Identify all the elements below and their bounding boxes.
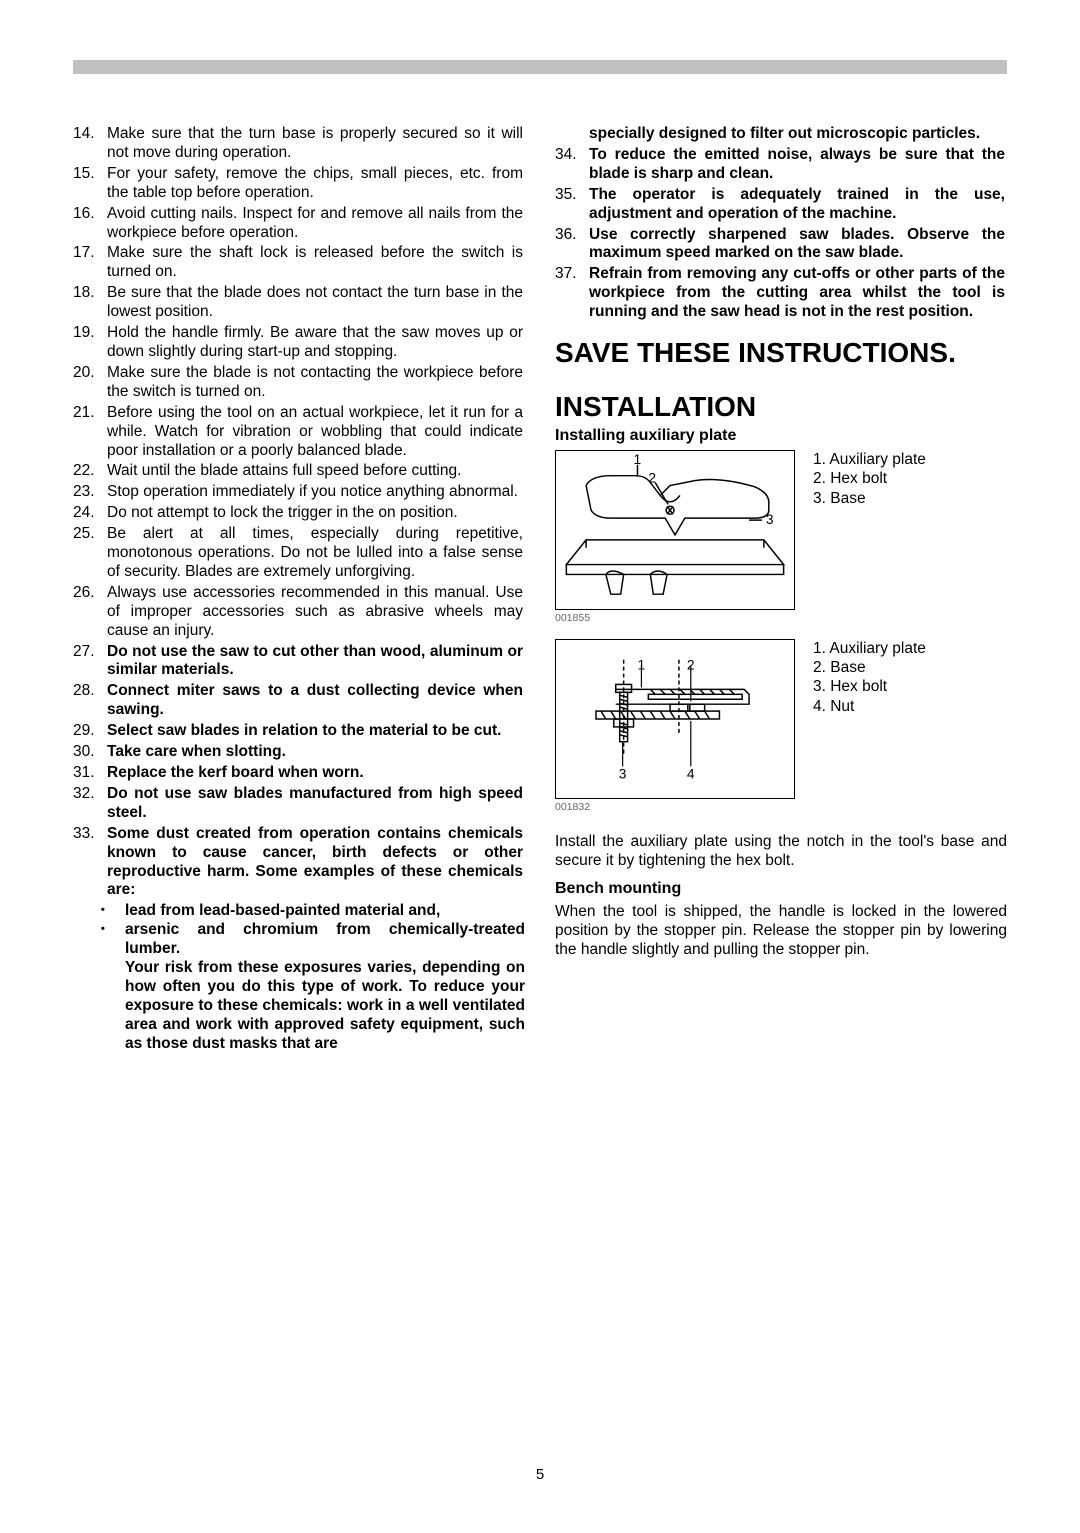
bullet-item: ･lead from lead-based-painted material a…: [99, 902, 525, 921]
save-heading: SAVE THESE INSTRUCTIONS.: [555, 336, 1007, 370]
list-item: 23.Stop operation immediately if you not…: [73, 483, 525, 502]
figure-2-box: 1 2 3 4: [555, 639, 795, 799]
list-item: 17.Make sure the shaft lock is released …: [73, 244, 525, 282]
figure-2-legend: 1. Auxiliary plate2. Base3. Hex bolt4. N…: [813, 639, 926, 717]
install-paragraph: Install the auxiliary plate using the no…: [555, 833, 1007, 871]
installation-heading: INSTALLATION: [555, 390, 1007, 424]
fig1-label-3: 3: [766, 511, 774, 527]
list-item: 24.Do not attempt to lock the trigger in…: [73, 504, 525, 523]
list-item: 30.Take care when slotting.: [73, 743, 525, 762]
fig2-label-4: 4: [687, 765, 695, 781]
chemical-trail: Your risk from these exposures varies, d…: [125, 959, 525, 1054]
figure-1-code: 001855: [555, 612, 795, 625]
legend-item: 2. Base: [813, 658, 926, 677]
list-item: 34.To reduce the emitted noise, always b…: [555, 146, 1007, 184]
list-item: 22.Wait until the blade attains full spe…: [73, 462, 525, 481]
list-item: 36.Use correctly sharpened saw blades. O…: [555, 226, 1007, 264]
list-item: 20.Make sure the blade is not contacting…: [73, 364, 525, 402]
right-column: specially designed to filter out microsc…: [555, 125, 1007, 960]
list-item: 14.Make sure that the turn base is prope…: [73, 125, 525, 163]
list-item: 18.Be sure that the blade does not conta…: [73, 284, 525, 322]
list-item: specially designed to filter out microsc…: [555, 125, 1007, 144]
legend-item: 2. Hex bolt: [813, 469, 926, 488]
list-item: 31.Replace the kerf board when worn.: [73, 764, 525, 783]
bullet-item: ･arsenic and chromium from chemically-tr…: [99, 921, 525, 959]
list-item: 37.Refrain from removing any cut-offs or…: [555, 265, 1007, 322]
figure-2-code: 001832: [555, 801, 795, 814]
legend-item: 1. Auxiliary plate: [813, 450, 926, 469]
chemical-trail-wrapper: Your risk from these exposures varies, d…: [99, 959, 525, 1054]
list-item: 27.Do not use the saw to cut other than …: [73, 643, 525, 681]
list-item: 29.Select saw blades in relation to the …: [73, 722, 525, 741]
right-top-continuation: specially designed to filter out microsc…: [589, 125, 1007, 144]
list-item: 25.Be alert at all times, especially dur…: [73, 525, 525, 582]
chemical-bullets: ･lead from lead-based-painted material a…: [99, 902, 525, 959]
legend-item: 1. Auxiliary plate: [813, 639, 926, 658]
list-item: 15.For your safety, remove the chips, sm…: [73, 165, 525, 203]
fig1-label-1: 1: [634, 451, 642, 467]
fig1-label-2: 2: [648, 469, 656, 485]
legend-item: 3. Base: [813, 489, 926, 508]
installing-subheading: Installing auxiliary plate: [555, 426, 1007, 446]
page-number: 5: [0, 1466, 1080, 1483]
list-item: 19.Hold the handle firmly. Be aware that…: [73, 324, 525, 362]
safety-list-left: 14.Make sure that the turn base is prope…: [73, 125, 525, 900]
list-item: 33.Some dust created from operation cont…: [73, 825, 525, 901]
figure-1-box: 1 2 3: [555, 450, 795, 610]
list-item: 16.Avoid cutting nails. Inspect for and …: [73, 205, 525, 243]
safety-list-right: 34.To reduce the emitted noise, always b…: [555, 146, 1007, 322]
safety-list-right-top: specially designed to filter out microsc…: [555, 125, 1007, 144]
bench-paragraph: When the tool is shipped, the handle is …: [555, 903, 1007, 960]
legend-item: 4. Nut: [813, 697, 926, 716]
list-item: 21.Before using the tool on an actual wo…: [73, 404, 525, 461]
list-item: 28.Connect miter saws to a dust collecti…: [73, 682, 525, 720]
bench-heading: Bench mounting: [555, 879, 1007, 899]
figure-2-row: 1 2 3 4 001832 1. Auxiliary plate2. B: [555, 639, 1007, 824]
list-item: 35.The operator is adequately trained in…: [555, 186, 1007, 224]
figure-1-legend: 1. Auxiliary plate2. Hex bolt3. Base: [813, 450, 926, 508]
header-bar: [73, 60, 1007, 74]
list-item: 26.Always use accessories recommended in…: [73, 584, 525, 641]
legend-item: 3. Hex bolt: [813, 677, 926, 696]
figure-1-row: 1 2 3 001855 1. Auxiliary plate2. Hex bo…: [555, 450, 1007, 635]
list-item: 32.Do not use saw blades manufactured fr…: [73, 785, 525, 823]
page-content: 14.Make sure that the turn base is prope…: [73, 125, 1007, 1315]
fig2-label-3: 3: [619, 765, 627, 781]
